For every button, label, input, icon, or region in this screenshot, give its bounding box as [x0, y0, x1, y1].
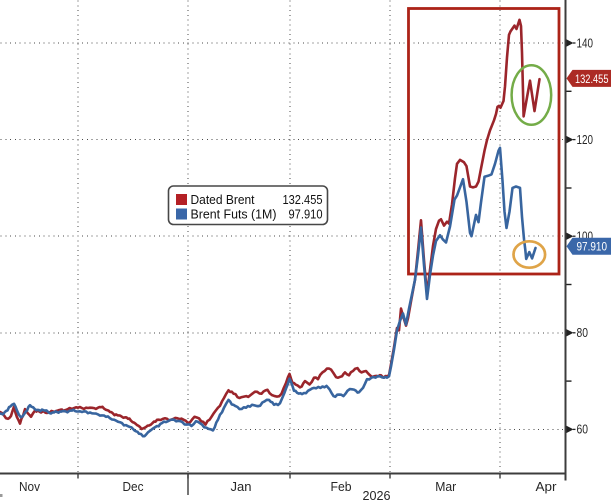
svg-text:Brent Futs (1M): Brent Futs (1M)	[191, 207, 277, 221]
svg-text:97.910: 97.910	[289, 207, 323, 221]
svg-text:97.910: 97.910	[577, 240, 608, 254]
svg-text:2026: 2026	[363, 489, 391, 500]
svg-text:80: 80	[577, 326, 589, 340]
svg-text:Feb: Feb	[331, 480, 352, 494]
svg-text:Jan: Jan	[231, 480, 252, 494]
svg-text:Dated Brent: Dated Brent	[191, 193, 255, 207]
svg-text:Dec: Dec	[123, 480, 144, 494]
svg-text:120: 120	[577, 133, 594, 147]
svg-text:Apr: Apr	[536, 480, 557, 494]
svg-text:140: 140	[577, 36, 594, 50]
svg-text:60: 60	[577, 423, 589, 437]
svg-text:132.455: 132.455	[575, 72, 609, 86]
svg-text:Mar: Mar	[435, 480, 456, 494]
svg-text:132.455: 132.455	[283, 193, 323, 207]
svg-text:Nov: Nov	[19, 480, 41, 494]
